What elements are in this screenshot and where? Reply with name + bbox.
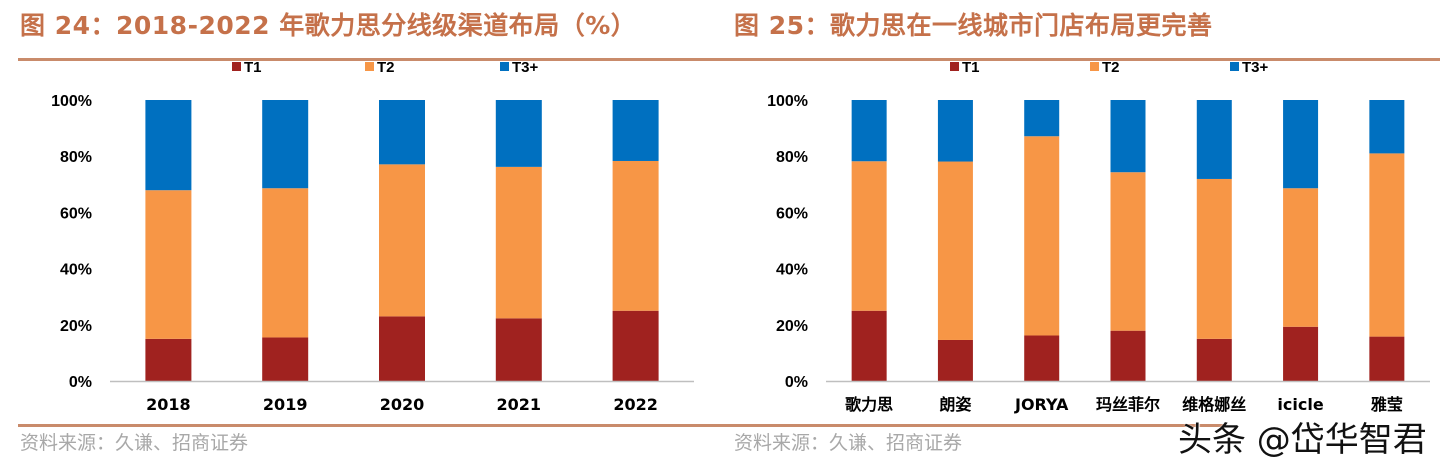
legend-swatch-T1 <box>950 62 959 71</box>
bar-segment-T1 <box>1283 326 1319 381</box>
bar-segment-T3+ <box>1110 100 1146 173</box>
bar-segment-T2 <box>1110 172 1146 331</box>
legend-swatch-T3+ <box>500 62 509 71</box>
source-note: 资料来源：久谦、招商证券 <box>734 432 963 454</box>
source-note: 资料来源：久谦、招商证券 <box>20 432 249 454</box>
bar-segment-T1 <box>145 338 192 381</box>
x-tick-label: 2022 <box>613 395 658 414</box>
x-tick-label: 维格娜丝 <box>1182 395 1246 414</box>
watermark: 头条 @岱华智君 <box>1178 420 1427 460</box>
x-tick-label: 朗姿 <box>939 395 971 414</box>
y-tick-label: 0% <box>785 374 808 391</box>
chart-panel-24: 图 24：2018-2022 年歌力思分线级渠道布局（%） T1 T2 T3+ 0% 2… <box>18 11 728 454</box>
title-divider <box>18 58 728 61</box>
y-tick-label: 40% <box>60 262 92 279</box>
x-tick-label: 玛丝菲尔 <box>1096 395 1160 414</box>
legend-label-T3+: T3+ <box>1242 59 1269 76</box>
bar-segment-T3+ <box>937 100 973 162</box>
bar-segment-T1 <box>937 339 973 381</box>
legend-label-T3+: T3+ <box>512 59 539 76</box>
footer-divider <box>728 424 1228 427</box>
stacked-bar-chart: T1 T2 T3+ 0% 20% 40% 60% 80% 100% 歌力思 朗姿 JORYA 玛丝菲尔 维… <box>767 59 1430 414</box>
legend-swatch-T1 <box>232 62 241 71</box>
x-tick-label: 雅莹 <box>1370 395 1403 414</box>
legend-label-T1: T1 <box>962 59 980 76</box>
stacked-bar-chart: T1 T2 T3+ 0% 20% 40% 60% 80% 100% 2018 2019 2020 202… <box>51 59 694 414</box>
bar-segment-T2 <box>937 161 973 340</box>
bar-segment-T1 <box>851 310 887 381</box>
bar-segment-T3+ <box>262 100 309 189</box>
legend-swatch-T2 <box>1090 62 1099 71</box>
bar-segment-T2 <box>379 164 425 317</box>
bar-segment-T2 <box>1024 136 1060 336</box>
bar-segment-T3+ <box>495 100 542 167</box>
legend-swatch-T2 <box>365 62 374 71</box>
y-tick-label: 0% <box>69 374 92 391</box>
bar-segment-T1 <box>262 337 309 381</box>
x-tick-label: JORYA <box>1014 395 1069 414</box>
legend-label-T2: T2 <box>377 59 395 76</box>
bar-segment-T3+ <box>379 100 425 165</box>
y-tick-label: 80% <box>60 149 92 166</box>
bar-segment-T2 <box>262 188 309 338</box>
y-tick-label: 20% <box>60 318 92 335</box>
bar-segment-T1 <box>1369 336 1405 381</box>
bar-segment-T2 <box>851 161 887 311</box>
bar-segment-T3+ <box>1283 100 1319 189</box>
bar-segment-T3+ <box>145 100 192 191</box>
y-tick-label: 100% <box>51 93 92 110</box>
legend-label-T1: T1 <box>244 59 262 76</box>
title-divider <box>728 58 1440 61</box>
legend-swatch-T3+ <box>1230 62 1239 71</box>
y-tick-label: 60% <box>776 205 808 222</box>
x-tick-label: icicle <box>1277 395 1323 414</box>
bar-segment-T1 <box>1024 335 1060 381</box>
bar-segment-T2 <box>612 160 659 311</box>
bar-segment-T3+ <box>851 100 887 162</box>
x-tick-label: 2020 <box>380 395 425 414</box>
bar-segment-T2 <box>1283 188 1319 327</box>
bar-segment-T2 <box>1369 153 1405 337</box>
bar-segment-T1 <box>495 318 542 381</box>
y-tick-label: 40% <box>776 262 808 279</box>
footer-divider <box>18 424 728 427</box>
x-tick-label: 歌力思 <box>845 395 893 414</box>
bar-segment-T1 <box>612 310 659 381</box>
x-tick-label: 2018 <box>146 395 191 414</box>
y-tick-label: 60% <box>60 205 92 222</box>
chart-title: 图 25：歌力思在一线城市门店布局更完善 <box>734 11 1213 40</box>
bar-segment-T3+ <box>1196 100 1232 179</box>
y-tick-label: 20% <box>776 318 808 335</box>
bar-segment-T2 <box>145 190 192 339</box>
bar-segment-T1 <box>1110 330 1146 381</box>
bar-segment-T3+ <box>1369 100 1405 154</box>
bar-segment-T1 <box>379 316 425 381</box>
y-tick-label: 100% <box>767 93 808 110</box>
x-tick-label: 2019 <box>263 395 308 414</box>
chart-panel-25: 图 25：歌力思在一线城市门店布局更完善 T1 T2 T3+ 0% 20% 40% 60% 8… <box>728 0 1456 463</box>
bar-segment-T2 <box>1196 178 1232 339</box>
y-tick-label: 80% <box>776 149 808 166</box>
bar-segment-T3+ <box>612 100 659 161</box>
bar-segment-T1 <box>1196 338 1232 381</box>
chart-title: 图 24：2018-2022 年歌力思分线级渠道布局（%） <box>20 11 637 40</box>
bar-segment-T3+ <box>1024 100 1060 137</box>
x-tick-label: 2021 <box>497 395 542 414</box>
bar-segment-T2 <box>495 166 542 319</box>
legend-label-T2: T2 <box>1102 59 1120 76</box>
